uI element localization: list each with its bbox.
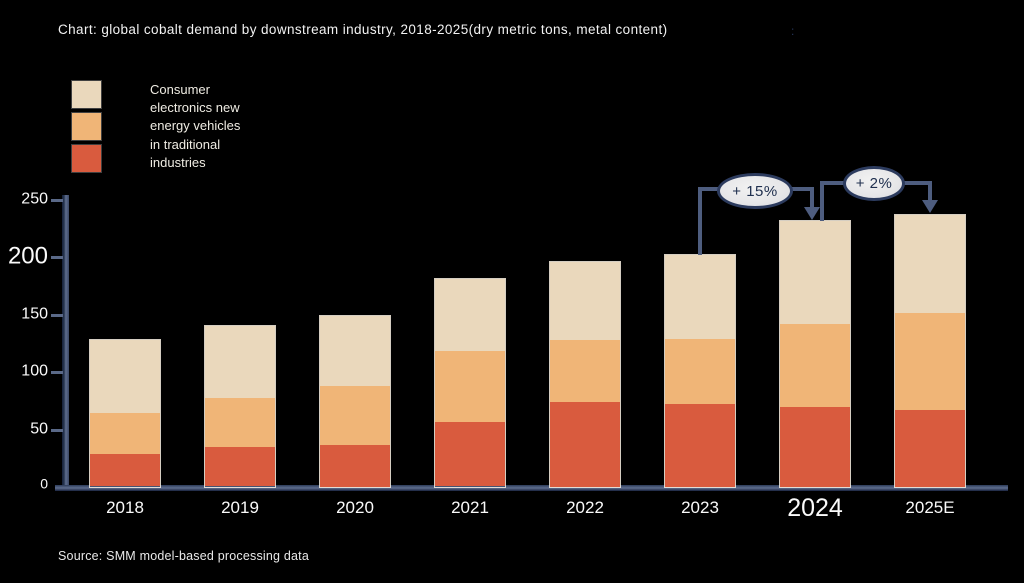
bar-segment bbox=[90, 340, 160, 413]
y-axis-label: 200 bbox=[7, 242, 48, 270]
y-axis-line bbox=[62, 195, 69, 490]
y-axis-tick bbox=[51, 199, 63, 202]
bar-segment bbox=[205, 326, 275, 398]
bar-segment bbox=[780, 407, 850, 487]
title-mark: : bbox=[791, 24, 795, 38]
bar-segment bbox=[205, 398, 275, 447]
chart-title: Chart: global cobalt demand by downstrea… bbox=[58, 22, 668, 37]
y-axis-label: 50 bbox=[30, 420, 48, 438]
bar-segment bbox=[780, 324, 850, 407]
bar-segment bbox=[435, 422, 505, 486]
x-axis-label-2023: 2023 bbox=[681, 498, 719, 517]
annotation-connector bbox=[928, 181, 932, 201]
bar-segment bbox=[320, 386, 390, 445]
bar-segment bbox=[550, 402, 620, 487]
y-axis-label: 0 bbox=[40, 475, 48, 492]
x-axis-label-2020: 2020 bbox=[336, 498, 374, 517]
y-axis-tick bbox=[51, 428, 63, 432]
y-axis-label: 250 bbox=[21, 190, 48, 208]
legend-line: electronics new bbox=[150, 100, 240, 116]
annotation-badge: + 2% bbox=[843, 166, 905, 201]
bar-segment bbox=[665, 404, 735, 487]
bar-segment bbox=[895, 312, 965, 411]
source-note: Source: SMM model-based processing data bbox=[58, 549, 309, 563]
bar-segment bbox=[90, 454, 160, 486]
bar-segment bbox=[90, 413, 160, 454]
x-axis-label-2018: 2018 bbox=[106, 498, 144, 517]
bar-segment bbox=[550, 340, 620, 402]
bar-2022 bbox=[550, 262, 620, 487]
y-axis-tick bbox=[51, 313, 63, 317]
annotation-connector bbox=[820, 181, 824, 221]
legend-swatch bbox=[72, 145, 101, 172]
bar-2018 bbox=[90, 340, 160, 487]
legend-text: Consumer electronics new energy vehicles… bbox=[150, 81, 240, 172]
x-axis-label-2024: 2024 bbox=[787, 494, 843, 522]
x-axis-label-2021: 2021 bbox=[451, 498, 489, 517]
x-axis-line bbox=[55, 485, 1008, 491]
bar-segment bbox=[780, 221, 850, 324]
legend-swatch bbox=[72, 113, 101, 140]
bar-2024 bbox=[780, 221, 850, 487]
annotation-badge: + 15% bbox=[717, 173, 793, 209]
y-axis-label: 150 bbox=[21, 305, 48, 323]
y-axis-tick bbox=[51, 371, 63, 375]
bar-segment bbox=[435, 279, 505, 351]
legend-line: in traditional bbox=[150, 136, 221, 152]
bar-segment bbox=[895, 410, 965, 487]
bar-2020 bbox=[320, 316, 390, 487]
x-axis-label-2025E: 2025E bbox=[905, 498, 955, 517]
bar-segment bbox=[320, 316, 390, 386]
annotation-arrow-icon bbox=[922, 200, 938, 213]
bar-segment bbox=[435, 351, 505, 422]
bar-segment bbox=[895, 215, 965, 313]
bar-segment bbox=[550, 262, 620, 340]
annotation-connector bbox=[810, 187, 814, 208]
legend-line: energy vehicles bbox=[150, 118, 241, 134]
bar-segment bbox=[665, 339, 735, 404]
annotation-arrow-icon bbox=[804, 207, 820, 220]
bar-segment bbox=[205, 447, 275, 486]
x-axis-label-2022: 2022 bbox=[566, 498, 604, 517]
y-axis-label: 100 bbox=[21, 362, 48, 380]
bar-segment bbox=[665, 255, 735, 339]
bar-2019 bbox=[205, 326, 275, 487]
bar-2023 bbox=[665, 255, 735, 487]
bar-2025E bbox=[895, 215, 965, 487]
x-axis-label-2019: 2019 bbox=[221, 498, 259, 517]
y-axis-tick bbox=[51, 256, 63, 260]
annotation-connector bbox=[698, 187, 702, 255]
bar-2021 bbox=[435, 279, 505, 487]
legend-swatch bbox=[72, 81, 101, 108]
legend-line: industries bbox=[150, 154, 206, 170]
bar-segment bbox=[320, 445, 390, 487]
legend-line: Consumer bbox=[150, 82, 210, 97]
